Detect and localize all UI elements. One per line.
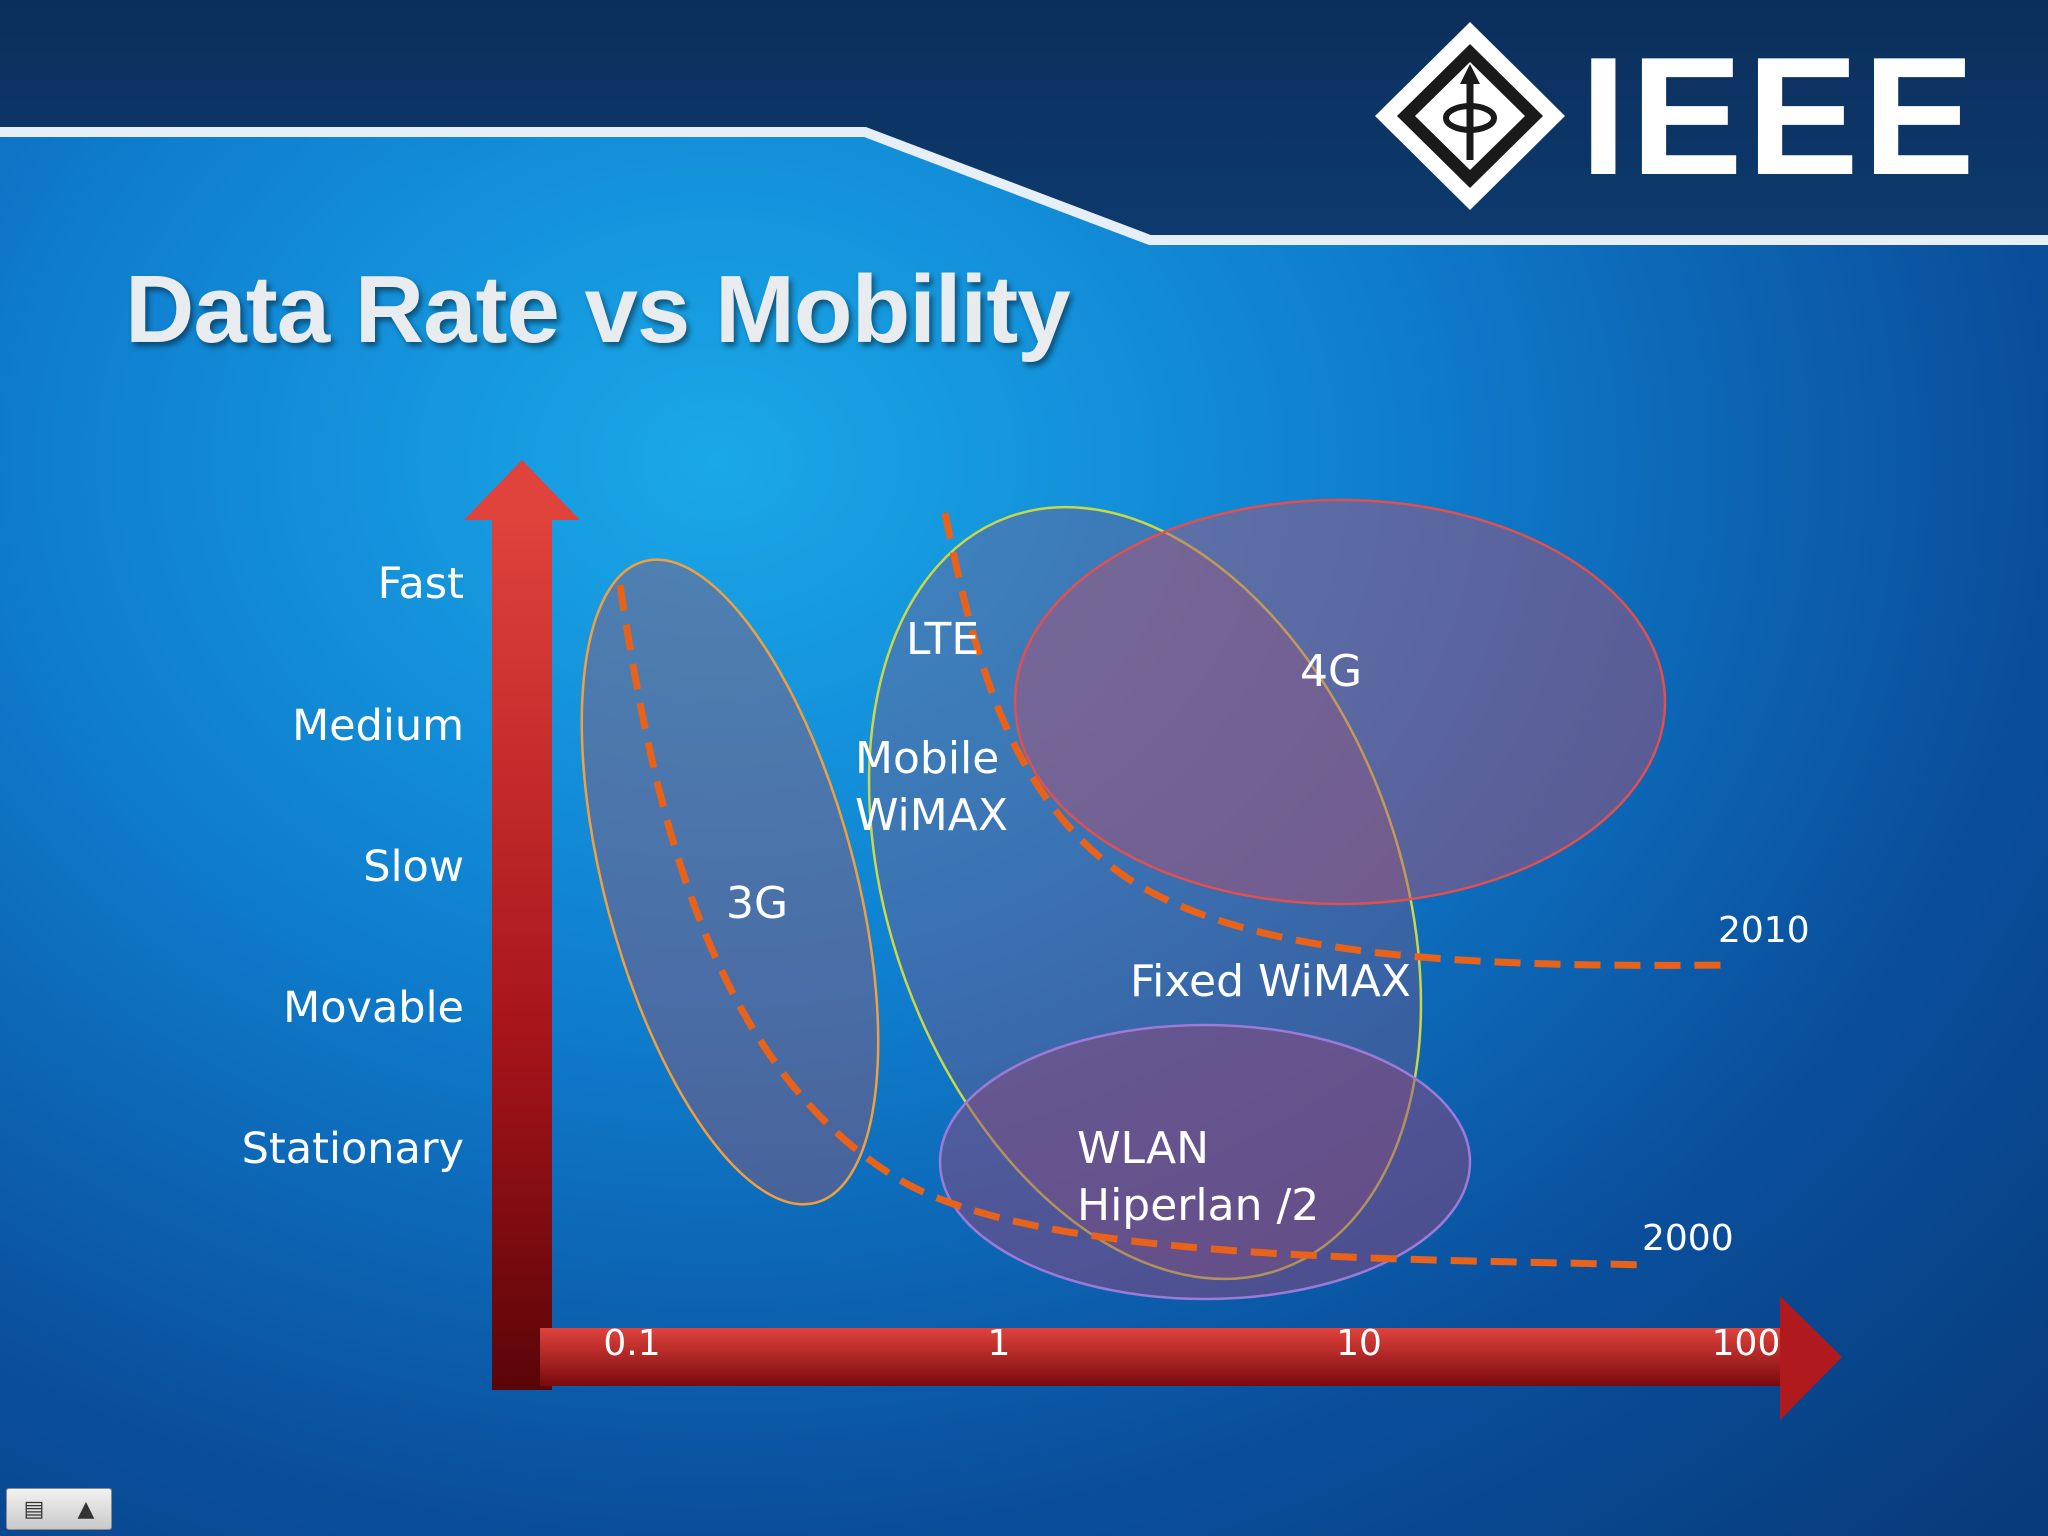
x-label-1: 1 xyxy=(987,1323,1011,1364)
curve-2000 xyxy=(616,584,1646,1269)
curve-2010 xyxy=(941,512,1731,969)
x-label-0-1: 0.1 xyxy=(603,1323,661,1364)
region-label-wlan: WLAN Hiperlan /2 xyxy=(1077,1120,1319,1234)
ieee-wordmark: IEEE xyxy=(1580,22,1979,210)
region-label-4g: 4G xyxy=(1300,646,1363,697)
x-label-100: 100 xyxy=(1711,1323,1781,1364)
region-label-wlan-line: WLAN xyxy=(1077,1123,1210,1174)
ellipse-mobile-fixed-wimax xyxy=(867,505,1423,1281)
curve-label-2000: 2000 xyxy=(1642,1218,1734,1259)
ellipse-4g xyxy=(1013,498,1667,906)
region-label-fixed-wimax: Fixed WiMAX xyxy=(1130,956,1411,1007)
y-axis-arrow xyxy=(464,460,580,1390)
x-axis-arrow xyxy=(540,1296,1842,1420)
header-band xyxy=(0,0,2048,240)
region-label-mobile-line: Mobile xyxy=(855,733,1000,784)
y-label-slow: Slow xyxy=(363,842,464,892)
region-label-wimax-line: WiMAX xyxy=(855,790,1008,842)
region-label-mobile-wimax: Mobile WiMAX xyxy=(855,730,1008,844)
slides-icon[interactable]: ▤ xyxy=(23,1496,45,1522)
region-label-hiperlan-line: Hiperlan /2 xyxy=(1077,1180,1320,1232)
y-label-stationary: Stationary xyxy=(241,1124,464,1174)
y-label-medium: Medium xyxy=(292,701,464,751)
region-label-3g: 3G xyxy=(726,878,789,929)
ieee-diamond-logo xyxy=(1375,22,1565,210)
ellipse-3g xyxy=(580,558,880,1206)
header-divider-line xyxy=(0,127,2048,245)
y-label-movable: Movable xyxy=(283,983,464,1033)
slide-title: Data Rate vs Mobility xyxy=(125,256,1071,363)
region-label-lte: LTE xyxy=(906,614,980,665)
presentation-controls[interactable]: ▤ ▲ xyxy=(6,1488,112,1530)
curve-label-2010: 2010 xyxy=(1718,910,1810,951)
triangle-up-icon[interactable]: ▲ xyxy=(77,1496,95,1522)
y-label-fast: Fast xyxy=(377,559,464,609)
x-label-10: 10 xyxy=(1336,1323,1382,1364)
